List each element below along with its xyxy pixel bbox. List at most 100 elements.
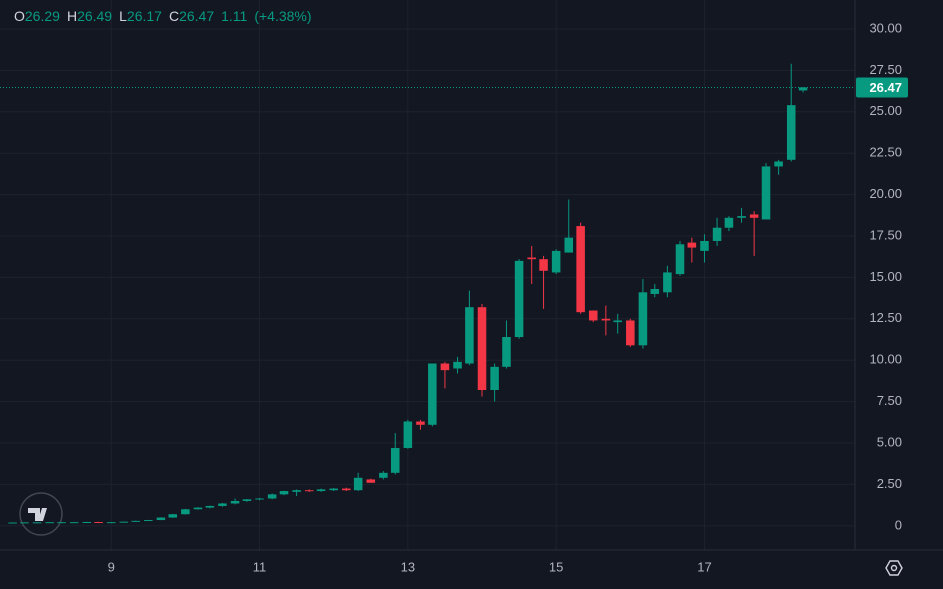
candle-body <box>329 488 338 491</box>
change-percent: (+4.38%) <box>254 8 312 24</box>
y-tick-label: 17.50 <box>869 227 902 242</box>
candle-body <box>255 498 264 500</box>
candle-body <box>675 244 685 275</box>
candle-body <box>527 257 536 260</box>
ohlc-key: O <box>14 8 25 24</box>
ohlc-legend: O26.29 H26.49 L26.17 C26.47 1.11 (+4.38%) <box>14 8 319 24</box>
candle-body <box>131 520 140 522</box>
change-value: 1.11 <box>221 8 248 24</box>
x-tick-label: 15 <box>549 559 563 574</box>
y-tick-label: 27.50 <box>869 62 902 77</box>
candle-body <box>588 310 598 321</box>
y-tick-label: 25.00 <box>869 103 902 118</box>
last-price-label: 26.47 <box>869 80 902 95</box>
candle-body <box>390 447 400 473</box>
candle-body <box>502 337 511 367</box>
candle-body <box>761 166 771 220</box>
candle-body <box>774 161 783 167</box>
settings-icon[interactable] <box>885 560 903 576</box>
candle-body <box>279 491 289 495</box>
candle-body <box>514 260 524 338</box>
candle-body <box>94 522 103 524</box>
candle-body <box>8 522 17 524</box>
y-tick-label: 12.50 <box>869 310 902 325</box>
candle-body <box>490 366 499 391</box>
x-tick-label: 17 <box>697 559 711 574</box>
y-tick-label: 30.00 <box>869 20 902 35</box>
x-tick-label: 9 <box>108 559 115 574</box>
candle-body <box>798 87 808 91</box>
candle-body <box>304 490 314 492</box>
candle-body <box>181 509 190 515</box>
candle-body <box>156 517 166 521</box>
candle-body <box>749 214 759 218</box>
logo[interactable] <box>19 492 63 536</box>
candle-body <box>366 479 376 483</box>
candle-body <box>712 227 722 241</box>
grid <box>0 0 855 550</box>
candle-body <box>564 237 574 253</box>
x-tick-label: 11 <box>253 559 267 574</box>
last-price-badge <box>856 77 908 98</box>
candle-body <box>440 363 450 371</box>
candle-body <box>218 503 227 506</box>
y-tick-label: 22.50 <box>869 145 902 160</box>
candle-body <box>663 272 672 293</box>
candle-body <box>168 514 178 518</box>
candle-body <box>144 520 153 522</box>
ohlc-value: 26.49 <box>77 8 113 24</box>
candle-body <box>737 216 746 218</box>
ohlc-key: C <box>168 8 180 24</box>
candle-body <box>82 522 92 524</box>
ohlc-value: 26.29 <box>24 8 60 24</box>
candle-body <box>205 505 215 508</box>
candle-body <box>453 361 462 369</box>
candle-body <box>353 477 363 491</box>
candle-body <box>551 250 561 273</box>
candle-body <box>613 320 622 323</box>
candle-body <box>403 421 413 448</box>
y-tick-label: 0 <box>895 517 902 532</box>
ohlc-key: H <box>66 8 78 24</box>
candle-body <box>465 307 474 364</box>
candle-body <box>539 259 548 271</box>
candle-body <box>626 320 635 346</box>
candle-body <box>193 507 203 510</box>
y-tick-label: 20.00 <box>869 186 902 201</box>
candle-body <box>20 522 29 524</box>
candle-body <box>242 499 252 501</box>
y-tick-label: 5.00 <box>877 434 902 449</box>
x-tick-label: 13 <box>401 559 415 574</box>
candle-body <box>379 472 388 478</box>
candle-body <box>416 421 425 425</box>
candle-body <box>700 240 709 251</box>
candle-body <box>106 522 116 524</box>
candle-body <box>230 500 240 504</box>
candle-body <box>477 307 487 391</box>
candle-body <box>650 288 660 294</box>
settings-icon-dot[interactable] <box>890 564 898 572</box>
ohlc-value: 26.47 <box>179 8 215 24</box>
candle-body <box>292 490 301 492</box>
y-tick-label: 15.00 <box>869 269 902 284</box>
candle-body <box>267 494 277 499</box>
candle-body <box>45 522 54 524</box>
ohlc-value: 26.17 <box>126 8 162 24</box>
y-tick-label: 2.50 <box>877 476 902 491</box>
candle-body <box>601 318 611 321</box>
logo-glyph[interactable] <box>28 508 47 521</box>
candle-body <box>57 522 66 524</box>
candle-body <box>687 242 697 248</box>
candle-body <box>724 217 734 228</box>
ohlc-key: L <box>119 8 127 24</box>
candle-body <box>638 292 648 346</box>
candle-body <box>119 521 129 523</box>
candle-body <box>316 489 326 492</box>
candle-body <box>32 522 42 524</box>
y-tick-label: 7.50 <box>877 393 902 408</box>
candle-body <box>342 488 351 491</box>
y-tick-label: 10.00 <box>869 352 902 367</box>
candle-body <box>428 363 437 425</box>
